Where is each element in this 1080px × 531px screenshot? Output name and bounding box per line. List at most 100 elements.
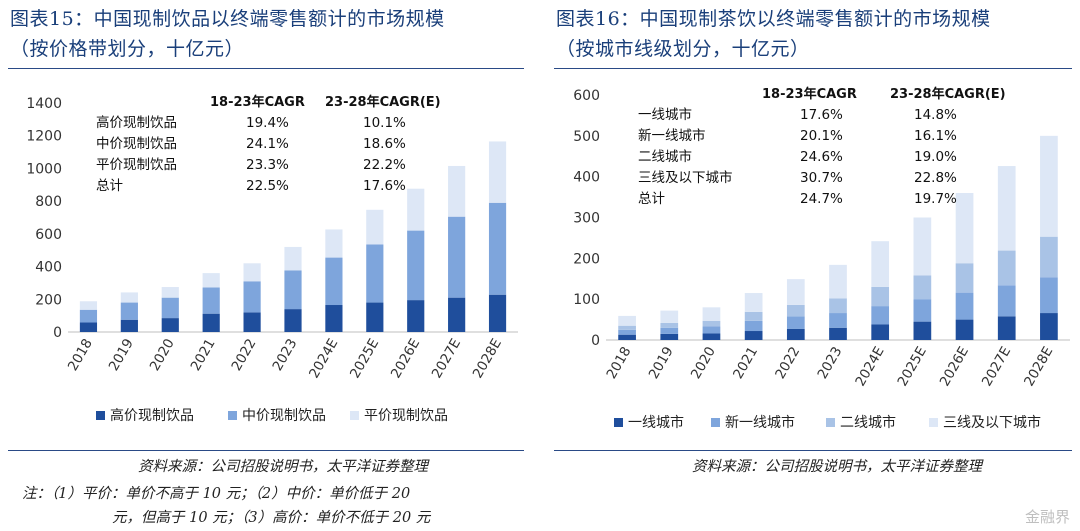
bar-segment [786,316,805,329]
bar-segment [79,309,98,323]
bar-segment [744,320,763,332]
cagr-value-1: 19.4% [246,115,289,131]
y-tick-label: 1000 [26,161,62,177]
bar-segment [913,299,932,322]
cagr-value-2: 10.1% [363,115,406,131]
bar-segment [871,241,890,287]
bar-segment [488,141,507,203]
x-tick-label: 2023 [269,336,300,374]
left-note-line2: 元，但高于 10 元；（3）高价：单价不低于 20 元 [112,510,431,526]
bar-segment [829,264,847,299]
legend-swatch [929,418,938,427]
legend-label: 三线及以下城市 [943,414,1041,431]
cagr-row-label: 三线及以下城市 [638,169,733,186]
bar-segment [448,297,466,332]
bar-segment [325,257,343,306]
bar-segment [702,333,721,340]
left-panel: 图表15：中国现制饮品以终端零售额计的市场规模 （按价格带划分，十亿元） 0 20… [0,0,532,531]
cagr-value-2: 22.8% [914,170,957,186]
bar-segment [618,315,636,326]
y-tick-label: 200 [573,251,600,267]
cagr-value-2: 22.2% [363,157,406,173]
cagr-value-1: 24.6% [800,149,843,165]
bar-segment [120,292,138,303]
bar-segment [120,302,138,320]
bar-segment [660,322,679,328]
cagr-row-label: 一线城市 [638,106,692,123]
cagr-row-label: 二线城市 [638,148,692,165]
cagr-value-2: 19.7% [914,191,957,207]
right-panel: 图表16：中国现制茶饮以终端零售额计的市场规模 （按城市线级划分，十亿元） 0 1… [546,0,1080,531]
bar-segment [618,325,636,330]
left-title-rule [8,68,524,69]
cagr-header: 18-23年CAGR [762,86,857,102]
bar-segment [161,287,179,298]
legend-label: 中价现制饮品 [242,408,326,424]
bar-segment [407,230,425,301]
bar-segment [829,327,847,340]
cagr-header: 23-28年CAGR(E) [890,86,1006,102]
bar-segment [913,321,932,340]
right-title-line1: 图表16：中国现制茶饮以终端零售额计的市场规模 [556,8,991,30]
y-tick-label: 200 [35,292,62,308]
legend-label: 一线城市 [628,414,684,431]
bar-segment [243,312,261,332]
bar-segment [448,165,466,217]
bar-segment [955,193,974,264]
cagr-header: 18-23年CAGR [210,94,305,110]
legend-label: 二线城市 [840,414,896,431]
y-tick-label: 600 [35,227,62,243]
bar-segment [618,329,636,335]
x-tick-label: 2020 [147,336,178,374]
bar-segment [702,326,721,334]
y-tick-label: 800 [35,194,62,210]
bar-segment [660,327,679,334]
cagr-value-2: 14.8% [914,107,957,123]
bar-segment [702,307,721,321]
x-tick-label: 2028E [1021,344,1056,389]
bar-segment [243,263,261,282]
x-tick-label: 2021 [730,344,761,382]
cagr-value-1: 23.3% [246,157,289,173]
legend-swatch [350,411,359,420]
bar-segment [744,311,763,321]
bar-segment [202,273,220,288]
legend-swatch [826,418,835,427]
legend-swatch [614,418,623,427]
y-tick-label: 100 [573,292,600,308]
bar-segment [997,285,1016,317]
bar-segment [829,313,847,328]
bar-segment [871,306,890,325]
bar-segment [488,294,507,332]
legend-swatch [96,411,105,420]
legend-swatch [711,418,720,427]
bar-segment [79,322,98,332]
bar-segment [744,293,763,312]
bar-segment [1040,313,1058,340]
x-tick-label: 2018 [65,336,96,374]
x-tick-label: 2028E [470,336,505,381]
cagr-row-label: 新一线城市 [638,127,706,144]
y-tick-label: 300 [573,211,600,227]
cagr-value-2: 16.1% [914,128,957,144]
bar-segment [202,287,220,314]
y-tick-label: 0 [53,325,62,341]
bar-segment [618,334,636,340]
bar-segment [284,270,302,310]
x-tick-label: 2019 [646,344,677,382]
x-tick-label: 2021 [188,336,219,374]
bar-segment [997,166,1016,251]
left-source: 资料来源：公司招股说明书，太平洋证券整理 [138,459,428,475]
x-tick-label: 2024E [852,344,887,389]
y-tick-label: 400 [35,260,62,276]
x-tick-label: 2022 [229,336,260,374]
bar-segment [1040,135,1058,237]
x-tick-label: 2025E [347,336,382,381]
cagr-value-1: 17.6% [800,107,843,123]
bar-segment [955,319,974,340]
bar-segment [366,302,384,332]
left-title-line1: 图表15：中国现制饮品以终端零售额计的市场规模 [10,8,445,30]
bar-segment [366,244,384,303]
cagr-row-label: 总计 [638,191,665,207]
bar-segment [325,229,343,258]
